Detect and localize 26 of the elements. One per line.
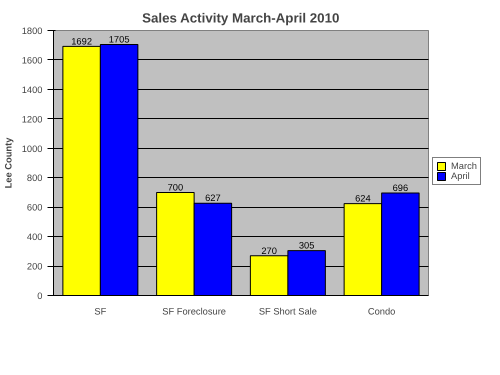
data-label: 1692 (71, 36, 92, 46)
y-tick-label: 1400 (22, 84, 43, 95)
legend-label: April (451, 171, 471, 181)
y-tick-label: 200 (26, 262, 43, 272)
y-axis-title: Lee County (4, 136, 14, 188)
x-tick-label: Condo (368, 306, 396, 316)
y-tick-label: 1800 (22, 26, 43, 36)
y-tick-label: 0 (37, 291, 43, 301)
y-tick-label: 400 (26, 232, 43, 242)
chart-title: Sales Activity March-April 2010 (142, 10, 340, 26)
x-tick-label: SF (94, 306, 107, 316)
data-label: 627 (205, 193, 221, 204)
y-tick-label: 600 (26, 202, 43, 213)
data-label: 305 (298, 240, 314, 251)
data-label: 270 (261, 246, 277, 256)
legend-label: March (451, 161, 477, 171)
x-tick-label: SF Short Sale (258, 306, 317, 316)
data-label: 1705 (108, 34, 130, 44)
data-label: 696 (392, 183, 408, 194)
y-tick-label: 1000 (22, 144, 43, 154)
y-tick-label: 1600 (22, 55, 43, 66)
data-label: 700 (168, 182, 184, 192)
data-label: 624 (355, 194, 371, 204)
y-tick-label: 800 (26, 173, 43, 184)
x-tick-label: SF Foreclosure (162, 306, 226, 316)
y-tick-label: 1200 (22, 114, 43, 124)
